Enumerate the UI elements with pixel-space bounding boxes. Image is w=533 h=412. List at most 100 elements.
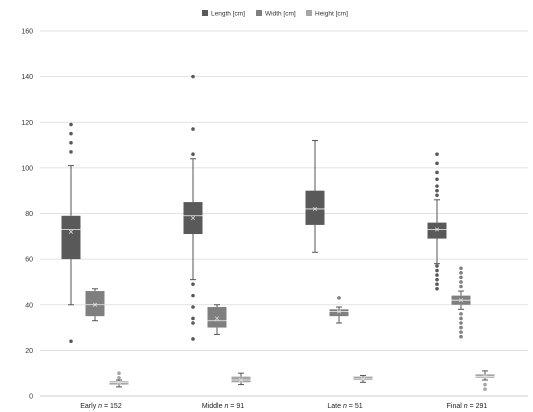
outlier-point [435,264,439,268]
outlier-point [459,284,463,289]
outlier-point [69,131,73,136]
y-tick-label: 140 [21,74,33,81]
outlier-point [483,387,487,391]
x-category-label: Middle n = 91 [202,403,244,410]
outlier-point [459,325,463,330]
legend-swatch [256,10,262,16]
outlier-point [191,282,195,287]
box-series-2-cat-3 [475,370,495,391]
legend-label: Height [cm] [315,11,348,18]
box-iqr [329,309,349,317]
outlier-point [459,330,463,334]
outlier-point [337,296,341,300]
box-mean-marker [190,215,196,221]
box-mean-marker [238,377,244,383]
outlier-point [435,282,439,287]
outlier-point [435,193,439,198]
box-mean-marker [92,302,98,307]
box-series-2-cat-0 [109,371,129,388]
box-series-1-cat-2 [329,296,349,324]
legend-swatch [202,10,208,16]
box-mean-marker [312,206,318,212]
y-tick-label: 100 [21,165,33,172]
box-series-0-cat-3 [427,152,447,291]
y-tick-label: 40 [25,302,33,309]
outlier-point [69,140,73,145]
box-iqr [353,376,373,381]
x-category-label: Final n = 291 [447,403,488,410]
box-iqr [207,307,227,328]
outlier-point [435,184,439,188]
box-series-0-cat-0 [61,122,81,344]
y-tick-label: 0 [29,394,33,401]
y-tick-label: 60 [25,257,33,264]
outlier-point [435,268,439,273]
box-series-2-cat-1 [231,372,251,386]
x-category-label: Early n = 152 [80,403,122,410]
box-series-1-cat-1 [207,304,227,335]
outlier-point [69,339,73,344]
outlier-point [191,321,195,325]
box-mean-marker [360,376,366,381]
gridlines [40,30,528,397]
y-tick-label: 160 [21,29,33,36]
x-category-label: Late n = 51 [327,403,362,410]
outlier-point [191,305,195,309]
box-series-1-cat-0 [85,288,105,322]
boxes [61,74,495,391]
box-series-2-cat-2 [353,374,373,383]
box-mean-marker [336,309,342,314]
outlier-point [435,170,439,175]
outlier-point [435,177,439,182]
outlier-point [191,74,195,79]
box-iqr [61,215,81,260]
box-mean-marker [458,298,464,303]
x-axis-category-labels: Early n = 152 Middle n = 91 Late n = 51 Fin… [80,403,487,410]
outlier-point [435,273,439,277]
outlier-point [191,152,195,156]
legend-label: Width [cm] [265,11,296,18]
y-tick-label: 80 [25,211,33,218]
y-tick-label: 20 [25,348,33,355]
box-series-0-cat-2 [305,140,325,253]
outlier-point [435,286,439,291]
outlier-point [191,127,195,131]
outlier-point [459,275,463,280]
outlier-point [459,266,463,271]
outlier-point [459,271,463,275]
outlier-point [459,316,463,321]
legend: Length [cm] Width [cm] Height [cm] [202,10,348,18]
outlier-point [435,277,439,282]
outlier-point [459,280,463,284]
outlier-point [117,375,121,380]
box-mean-marker [68,229,74,234]
box-iqr [109,381,129,385]
legend-swatch [306,10,312,16]
outlier-point [435,152,439,156]
box-series-0-cat-1 [183,74,203,341]
y-axis-tick-labels: 0 20 40 60 80 100 120 140 160 [21,29,33,401]
outlier-point [435,188,439,193]
box-iqr [305,190,325,225]
box-iqr [85,291,105,317]
box-mean-marker [214,316,220,321]
box-mean-marker [116,380,122,385]
box-iqr [231,376,251,383]
outlier-point [191,337,195,341]
legend-label: Length [cm] [211,11,245,18]
outlier-point [435,161,439,166]
box-mean-marker [434,227,440,232]
y-tick-label: 120 [21,120,33,127]
outlier-point [483,382,487,387]
outlier-point [69,122,73,127]
outlier-point [69,150,73,154]
box-series-1-cat-3 [451,266,471,339]
box-iqr [475,374,495,378]
outlier-point [459,321,463,325]
box-iqr [427,222,447,239]
outlier-point [191,316,195,321]
outlier-point [191,293,195,298]
outlier-point [117,371,121,375]
